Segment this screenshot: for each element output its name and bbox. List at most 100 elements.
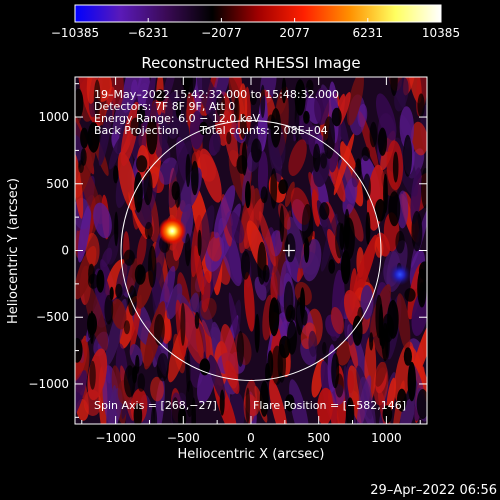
image-fringe-dark <box>369 121 378 148</box>
image-texture <box>75 77 427 424</box>
image-fringe <box>199 148 222 203</box>
image-fringe <box>213 132 221 153</box>
image-fringe-dark <box>355 158 362 180</box>
image-fringe-dark <box>175 101 182 119</box>
image-fringe <box>394 77 409 112</box>
image-fringe-dark <box>320 153 327 169</box>
image-fringe <box>226 210 245 244</box>
image-fringe <box>314 87 330 125</box>
image-fringe-dark <box>382 405 393 424</box>
image-fringe-dark <box>89 360 96 390</box>
y-tick-label: −1000 <box>28 377 69 391</box>
colorbar-tick-label: −6231 <box>128 26 169 40</box>
image-fringe-dark <box>411 210 423 252</box>
image-fringe-dark <box>136 105 146 124</box>
negative-source <box>388 263 411 286</box>
image-fringe <box>347 77 364 126</box>
image-fringe <box>311 189 321 227</box>
image-fringe-dark <box>396 388 407 412</box>
footer-timestamp: 29–Apr–2022 06:56 <box>370 483 497 498</box>
image-fringe-dark <box>136 155 148 173</box>
image-fringe <box>85 232 100 267</box>
colorbar <box>74 4 442 23</box>
image-fringe-dark <box>180 302 186 346</box>
image-fringe <box>189 110 204 150</box>
image-fringe <box>352 234 378 303</box>
image-fringe-dark <box>137 373 146 392</box>
image-fringe-dark <box>115 283 123 298</box>
image-fringe <box>142 77 157 134</box>
image-fringe-dark <box>144 221 153 240</box>
image-fringe-dark <box>322 341 327 355</box>
image-fringe <box>206 231 223 262</box>
image-fringe-dark <box>239 113 247 139</box>
image-fringe <box>108 385 117 424</box>
image-fringe-dark <box>154 314 165 346</box>
image-fringe-dark <box>88 263 95 285</box>
image-fringe <box>201 270 211 313</box>
image-fringe-dark <box>185 380 194 418</box>
image-fringe <box>218 217 242 287</box>
image-fringe-dark <box>191 397 196 424</box>
image-fringe-dark <box>328 259 336 274</box>
x-tick-label: −1000 <box>95 431 136 445</box>
image-fringe-dark <box>146 117 158 155</box>
image-fringe-dark <box>357 306 364 325</box>
image-fringe-dark <box>245 180 251 209</box>
image-fringe-dark <box>361 146 370 162</box>
image-fringe-dark <box>254 313 260 353</box>
x-tick-label: 0 <box>247 431 255 445</box>
chart-title: Reconstructed RHESSI Image <box>141 54 360 72</box>
image-fringe <box>258 211 276 267</box>
colorbar-tick-label: 6231 <box>353 26 384 40</box>
image-fringe-dark <box>294 79 306 116</box>
image-fringe-dark <box>344 208 350 250</box>
image-fringe-dark <box>259 380 269 417</box>
image-fringe <box>284 181 295 207</box>
image-fringe-dark <box>199 121 208 136</box>
image-fringe-dark <box>416 389 427 419</box>
image-fringe-dark <box>421 167 427 209</box>
image-fringe-dark <box>331 107 342 127</box>
image-fringe-dark <box>87 122 100 153</box>
image-fringe-dark <box>268 297 280 337</box>
image-fringe-dark <box>265 363 270 383</box>
image-fringe-dark <box>260 186 268 204</box>
image-fringe-dark <box>388 191 401 227</box>
image-fringe-dark <box>185 153 191 188</box>
image-fringe-dark <box>395 230 405 254</box>
image-fringe-dark <box>303 237 310 263</box>
image-fringe <box>150 376 164 402</box>
y-tick-label: 0 <box>61 244 69 258</box>
y-tick-label: 1000 <box>38 110 69 124</box>
image-fringe-dark <box>323 116 335 159</box>
image-fringe-dark <box>245 387 251 424</box>
image-fringe <box>109 77 124 109</box>
x-axis-title: Heliocentric X (arcsec) <box>178 447 325 462</box>
image-fringe-dark <box>319 202 330 220</box>
time-range-label: 19–May–2022 15:42:32.000 to 15:48:32.000 <box>94 88 339 101</box>
flare-source <box>158 217 187 246</box>
image-fringe-dark <box>339 223 345 251</box>
image-fringe-dark <box>233 96 240 124</box>
image-fringe-dark <box>403 347 412 366</box>
image-fringe-dark <box>306 79 314 94</box>
image-fringe <box>410 167 422 225</box>
image-fringe <box>399 106 415 149</box>
colorbar-ticks: −10385 −6231 −2077 2077 6231 10385 <box>51 18 460 40</box>
image-fringe <box>396 293 411 351</box>
x-tick-label: 1000 <box>371 431 402 445</box>
image-fringe-dark <box>285 233 296 263</box>
flare-marker <box>282 244 295 257</box>
image-fringe-dark <box>345 397 355 424</box>
image-fringe-dark <box>87 313 92 339</box>
detectors-label: Detectors: 7F 8F 9F, Att 0 <box>94 100 235 113</box>
y-axis: −1000 −500 0 500 1000 <box>28 83 427 418</box>
colorbar-tick-label: 2077 <box>279 26 310 40</box>
image-fringe-dark <box>387 299 399 339</box>
image-fringe <box>77 205 91 263</box>
image-fringe-dark <box>236 330 244 367</box>
image-fringe-dark <box>171 397 179 424</box>
image-fringe-dark <box>240 250 251 280</box>
method-label: Back Projection <box>94 124 179 137</box>
